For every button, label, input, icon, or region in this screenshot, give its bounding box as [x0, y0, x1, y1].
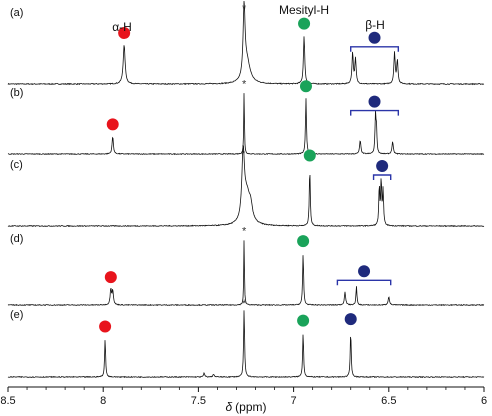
beta-marker: [358, 265, 371, 278]
spectrum-panel-b: (b) *: [7, 78, 485, 156]
solvent-marker: *: [242, 226, 247, 238]
x-tick-label: 6: [481, 395, 487, 407]
alpha-marker: [104, 271, 117, 284]
beta-bracket: [372, 174, 392, 180]
alpha-marker: [99, 320, 112, 333]
mesityl-h-label: Mesityl-H: [279, 3, 329, 17]
x-ticks: 8.5 8 7.5 7 6.5 6: [0, 387, 487, 407]
x-tick-label: 7.5: [191, 395, 206, 407]
spectrum-trace: [7, 144, 485, 228]
solvent-marker: *: [242, 3, 247, 15]
x-axis: 8.5 8 7.5 7 6.5 6 δ (ppm): [0, 386, 487, 414]
x-axis-unit: (ppm): [235, 400, 266, 414]
x-tick-label: 8.5: [0, 395, 15, 407]
solvent-marker: *: [242, 298, 247, 310]
alpha-h-label: α-H: [112, 20, 132, 34]
beta-marker: [368, 31, 381, 44]
mesityl-marker: [299, 80, 312, 93]
alpha-marker: [118, 27, 131, 39]
spectrum-trace: [7, 240, 485, 307]
mesityl-marker: [298, 17, 311, 30]
alpha-marker: [106, 118, 119, 131]
panel-label: (d): [10, 233, 23, 245]
beta-bracket: [336, 279, 392, 286]
mesityl-marker: [297, 314, 310, 327]
beta-bracket: [350, 109, 400, 116]
solvent-marker: *: [241, 149, 246, 161]
beta-bracket: [350, 46, 400, 52]
x-axis-label: δ (ppm): [225, 400, 266, 414]
spectrum-panel-c: (c) *: [7, 144, 485, 228]
spectrum-trace: [7, 1, 485, 86]
beta-marker: [368, 95, 381, 108]
panel-label: (e): [10, 309, 23, 321]
x-tick-label: 8: [100, 395, 106, 407]
mesityl-marker: [303, 149, 316, 162]
beta-marker: [344, 313, 357, 326]
spectra-panels: (a) * (b) * (c) * (d) * (e) *: [7, 1, 485, 379]
spectrum-panel-a: (a) *: [7, 1, 485, 86]
spectrum-trace: [7, 93, 485, 156]
x-tick-label: 7: [291, 395, 297, 407]
spectrum-panel-d: (d) *: [7, 226, 485, 307]
delta-symbol: δ: [225, 400, 232, 414]
panel-label: (a): [10, 7, 23, 19]
beta-h-label: β-H: [365, 18, 385, 32]
beta-marker: [376, 160, 389, 172]
x-tick-label: 6.5: [381, 395, 396, 407]
panel-label: (c): [10, 159, 23, 171]
panel-label: (b): [10, 87, 23, 99]
mesityl-marker: [297, 235, 310, 248]
spectrum-panel-e: (e) *: [7, 298, 485, 379]
spectrum-trace: [7, 310, 485, 379]
solvent-marker: *: [242, 78, 247, 90]
peak-annotations: α-H Mesityl-H β-H: [112, 3, 385, 34]
